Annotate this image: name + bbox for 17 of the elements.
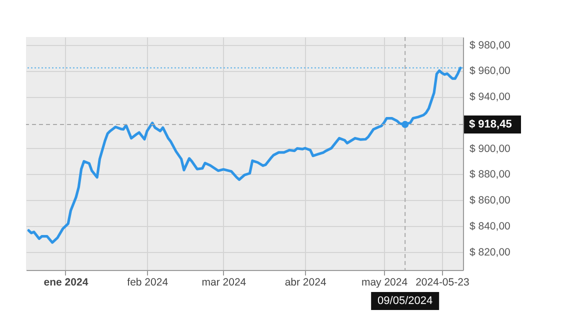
x-tick-label: may 2024 xyxy=(361,276,408,288)
x-tick-label: 2024-05-23 xyxy=(416,276,470,288)
x-tick-label: mar 2024 xyxy=(202,276,246,288)
x-tick-label: abr 2024 xyxy=(284,276,326,288)
y-tick-label: $ 840,00 xyxy=(470,220,511,232)
x-tick-label: ene 2024 xyxy=(44,276,88,288)
ref-line-label: 09/05/2024 xyxy=(378,295,433,307)
y-tick-label: $ 940,00 xyxy=(470,91,511,104)
y-tick-label: $ 880,00 xyxy=(470,168,511,181)
x-tick-label: feb 2024 xyxy=(127,276,168,288)
y-tick-label: $ 900,00 xyxy=(470,142,511,155)
ref-line-label: $ 918,45 xyxy=(469,118,512,130)
y-tick-label: $ 960,00 xyxy=(470,65,511,78)
line-series xyxy=(27,66,462,244)
y-tick-label: $ 820,00 xyxy=(470,246,511,258)
y-tick-label: $ 860,00 xyxy=(470,194,511,207)
y-tick-label: $ 980,00 xyxy=(470,39,511,52)
